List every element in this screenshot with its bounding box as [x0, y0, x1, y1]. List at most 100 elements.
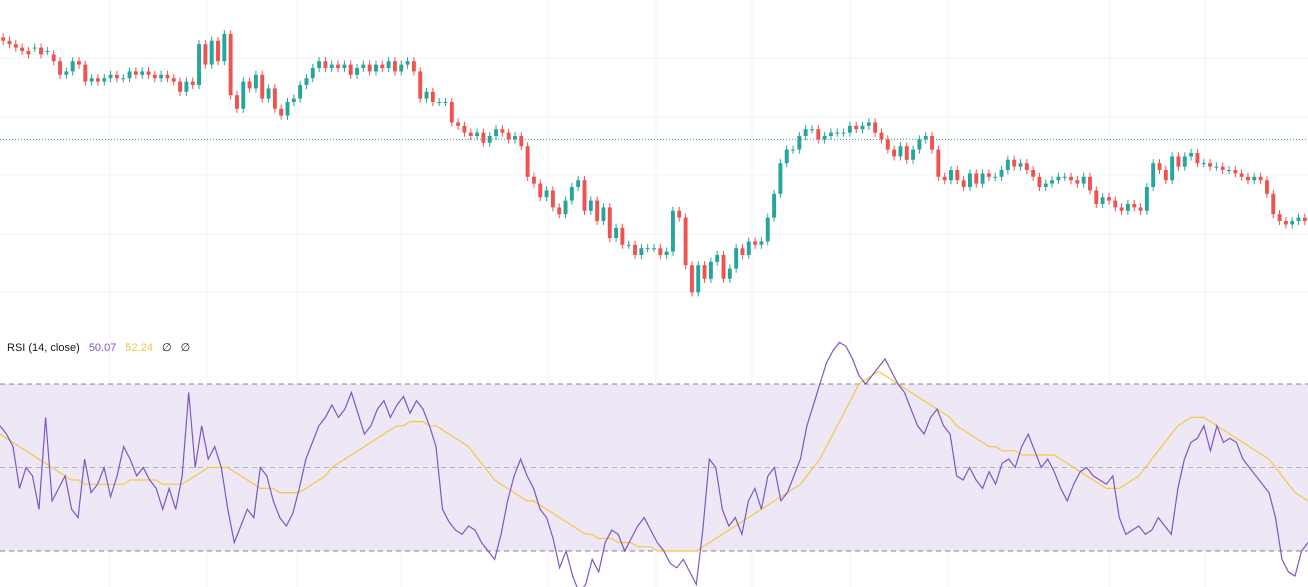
candle: [607, 203, 612, 243]
candle: [1056, 172, 1061, 185]
rsi-pane: [0, 341, 1308, 587]
candle: [873, 118, 878, 137]
price-pane: [0, 29, 1308, 297]
candle-body: [828, 132, 833, 136]
candle: [222, 29, 227, 66]
candle-body: [1283, 221, 1288, 225]
candle-body: [83, 64, 88, 82]
candle-body: [866, 122, 871, 126]
candle: [405, 57, 410, 69]
candle-body: [740, 248, 745, 255]
candle: [550, 186, 555, 212]
candle: [89, 74, 94, 86]
candle-body: [171, 78, 176, 82]
candle-body: [323, 61, 328, 68]
candle-body: [336, 64, 341, 68]
candle-body: [430, 91, 435, 102]
candle: [424, 87, 429, 103]
candle: [323, 57, 328, 73]
candle: [380, 60, 385, 73]
candle: [1043, 179, 1048, 192]
candle-body: [228, 34, 233, 96]
candle: [1, 33, 6, 45]
candle: [1088, 172, 1092, 195]
candle-body: [310, 68, 315, 79]
candle: [670, 206, 675, 256]
candle: [803, 125, 808, 141]
candle: [1050, 176, 1055, 188]
rsi-legend-na-2: ∅: [180, 342, 191, 354]
candle-body: [980, 173, 985, 184]
candle-body: [405, 61, 410, 65]
candle: [241, 77, 246, 113]
candle-body: [1264, 180, 1269, 194]
candle: [228, 29, 233, 100]
candle: [930, 131, 934, 154]
candle: [209, 36, 214, 69]
candle-body: [715, 255, 720, 262]
candle: [1258, 172, 1263, 185]
candle-body: [727, 268, 732, 279]
candle-body: [367, 64, 372, 72]
candle-body: [898, 146, 903, 157]
candle-body: [247, 81, 252, 89]
candle: [171, 74, 176, 86]
candle-body: [20, 47, 25, 51]
candle: [683, 213, 688, 270]
candle: [1271, 189, 1276, 219]
candle: [1151, 159, 1156, 192]
candle-body: [140, 71, 145, 75]
candle-body: [664, 251, 669, 255]
candle-body: [911, 149, 916, 160]
candle-body: [1050, 180, 1055, 184]
candle: [519, 131, 524, 151]
candle-body: [633, 244, 638, 255]
candle: [847, 121, 852, 137]
candle: [614, 223, 619, 243]
candle-body: [203, 44, 208, 65]
candle: [95, 74, 100, 86]
candle-body: [443, 102, 448, 103]
candle-body: [538, 183, 543, 198]
candle-body: [45, 51, 50, 52]
candle-body: [424, 91, 429, 99]
candle: [140, 67, 145, 79]
candle: [39, 43, 44, 59]
candle: [531, 172, 536, 188]
candle: [949, 165, 953, 185]
candle-body: [234, 95, 239, 109]
candle: [544, 186, 549, 202]
candle-body: [1113, 200, 1118, 208]
candle-body: [272, 88, 277, 109]
candle-body: [873, 122, 878, 133]
candle: [866, 118, 871, 130]
candle-body: [418, 71, 423, 99]
candle: [816, 125, 821, 144]
candle: [279, 104, 284, 120]
candle-body: [32, 47, 37, 49]
candle-body: [582, 180, 587, 211]
candle: [1157, 159, 1162, 175]
candle-body: [1062, 176, 1067, 178]
candle-body: [854, 125, 859, 130]
candle: [304, 74, 309, 90]
candle: [1252, 172, 1257, 185]
candle: [481, 128, 486, 147]
candle-body: [1290, 221, 1295, 225]
candle: [83, 60, 88, 86]
candle-body: [1037, 176, 1042, 187]
candle: [892, 145, 897, 161]
candle: [392, 57, 397, 76]
candle: [923, 131, 928, 144]
candle: [993, 172, 998, 181]
candle: [810, 125, 814, 134]
candle: [1094, 186, 1099, 209]
candle-body: [847, 125, 852, 133]
candle: [778, 159, 783, 198]
candle: [7, 36, 12, 49]
candle-body: [892, 149, 897, 157]
candle-body: [721, 255, 726, 279]
candle: [974, 169, 979, 188]
candle: [860, 121, 865, 134]
candle-body: [563, 200, 568, 215]
